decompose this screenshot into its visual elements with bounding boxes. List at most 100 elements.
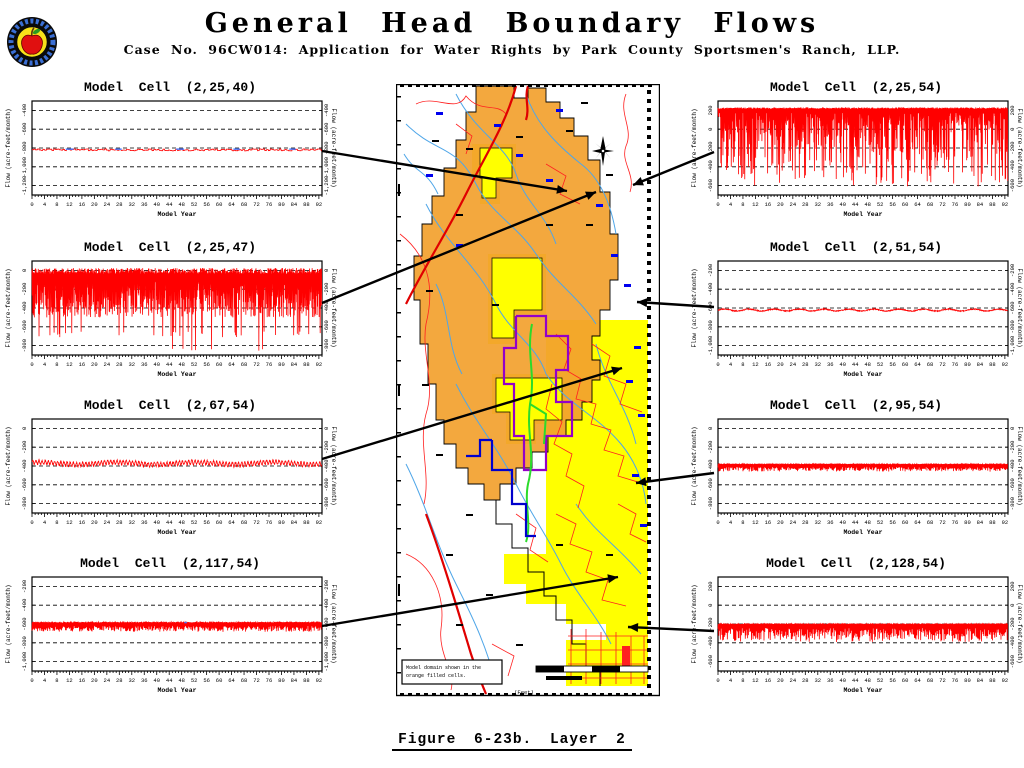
x-tick-label: 52 (191, 201, 198, 208)
y-tick-label: -1,000 (323, 652, 330, 672)
x-tick-label: 24 (790, 361, 797, 368)
x-tick-label: 80 (964, 361, 971, 368)
y-tick-label: -600 (1009, 179, 1016, 192)
x-tick-label: 56 (203, 519, 210, 526)
x-tick-label: 72 (253, 677, 260, 684)
x-tick-label: 88 (303, 677, 310, 684)
x-tick-label: 56 (889, 519, 896, 526)
y-tick-label: -400 (1009, 160, 1016, 173)
x-tick-label: 28 (116, 677, 123, 684)
chart-panel--2-128-54-: Model Cell (2,128,54) 200 200 0 0 -200 -200 -40… (688, 556, 1024, 708)
chart-title: Model Cell (2,95,54) (769, 398, 943, 413)
x-tick-label: 20 (91, 361, 98, 368)
x-tick-label: 64 (228, 677, 235, 684)
x-tick-label: 60 (902, 361, 909, 368)
x-tick-label: 40 (839, 361, 846, 368)
x-tick-label: 68 (241, 677, 248, 684)
x-tick-label: 36 (827, 201, 834, 208)
x-tick-label: 44 (166, 519, 173, 526)
x-tick-label: 68 (241, 361, 248, 368)
y-axis-label: Flow (acre-feet/month) (330, 268, 337, 347)
map-legend-line1: Model domain shown in the (406, 665, 481, 671)
y-tick-label: -200 (21, 283, 28, 296)
y-tick-label: -600 (21, 320, 28, 333)
x-tick-label: 64 (914, 361, 921, 368)
y-tick-label: -600 (707, 655, 714, 668)
y-tick-label: -200 (21, 441, 28, 454)
y-axis-label: Flow (acre-feet/month) (1016, 426, 1023, 505)
y-tick-label: -200 (707, 617, 714, 630)
x-tick-label: 80 (964, 677, 971, 684)
y-tick-label: -600 (707, 179, 714, 192)
x-tick-label: 52 (191, 519, 198, 526)
x-tick-label: 56 (203, 677, 210, 684)
x-tick-label: 16 (765, 201, 772, 208)
y-tick-label: -800 (323, 141, 330, 154)
chart-panel--2-25-40-: Model Cell (2,25,40) -400 -400 -600 -600 -800… (2, 80, 338, 232)
y-axis-label: Flow (acre-feet/month) (691, 584, 698, 663)
x-tick-label: 36 (141, 361, 148, 368)
x-tick-label: 92 (316, 677, 323, 684)
y-tick-label: -1,000 (323, 157, 330, 177)
x-tick-label: 16 (765, 677, 772, 684)
x-tick-label: 40 (153, 677, 160, 684)
x-tick-label: 32 (128, 201, 135, 208)
x-tick-label: 72 (253, 519, 260, 526)
x-tick-label: 92 (1002, 519, 1009, 526)
x-tick-label: 12 (752, 201, 759, 208)
x-tick-label: 24 (790, 201, 797, 208)
chart-panel--2-51-54-: Model Cell (2,51,54) -200 -200 -400 -400 -600… (688, 240, 1024, 392)
x-tick-label: 16 (765, 519, 772, 526)
y-tick-label: 200 (707, 105, 714, 115)
x-tick-label: 0 (30, 677, 33, 684)
model-map: Model domain shown in the orange filled … (395, 83, 661, 702)
flow-series (31, 620, 323, 632)
y-tick-label: -400 (707, 459, 714, 472)
y-tick-label: 200 (1009, 105, 1016, 115)
y-tick-label: -400 (1009, 459, 1016, 472)
x-tick-label: 64 (228, 361, 235, 368)
y-tick-label: -600 (707, 478, 714, 491)
page-header: General Head Boundary Flows Case No. 96C… (0, 8, 1024, 57)
x-tick-label: 28 (116, 361, 123, 368)
map-ruler-ticks (397, 84, 652, 696)
x-axis-label: Model Year (843, 211, 882, 218)
y-tick-label: -400 (323, 301, 330, 314)
x-tick-label: 56 (203, 201, 210, 208)
x-tick-label: 64 (914, 677, 921, 684)
y-tick-label: -600 (323, 617, 330, 630)
x-tick-label: 68 (241, 519, 248, 526)
flow-series (717, 462, 1008, 472)
y-tick-label: -200 (323, 580, 330, 593)
y-tick-label: -800 (323, 636, 330, 649)
x-tick-label: 36 (827, 519, 834, 526)
x-tick-label: 16 (79, 677, 86, 684)
y-axis-label: Flow (acre-feet/month) (1016, 108, 1023, 187)
x-tick-label: 92 (1002, 201, 1009, 208)
x-tick-label: 48 (864, 201, 871, 208)
chart-title: Model Cell (2,25,40) (83, 80, 257, 95)
x-tick-label: 32 (814, 519, 821, 526)
map-legend-line2: orange filled cells. (406, 673, 466, 679)
y-tick-label: -200 (1009, 617, 1016, 630)
x-tick-label: 8 (55, 519, 58, 526)
x-tick-label: 48 (864, 677, 871, 684)
x-tick-label: 12 (66, 677, 73, 684)
y-tick-label: -800 (707, 497, 714, 510)
x-tick-label: 32 (128, 677, 135, 684)
y-tick-label: 0 (323, 427, 330, 430)
x-tick-label: 76 (266, 201, 273, 208)
x-tick-label: 56 (889, 361, 896, 368)
x-tick-label: 28 (116, 201, 123, 208)
chart-panel--2-25-47-: Model Cell (2,25,47) 0 0 -200 -200 -400 -400 -6… (2, 240, 338, 392)
x-tick-label: 72 (939, 361, 946, 368)
x-tick-label: 48 (178, 519, 185, 526)
x-tick-label: 4 (43, 519, 47, 526)
y-tick-label: -400 (323, 599, 330, 612)
x-tick-label: 48 (178, 201, 185, 208)
y-tick-label: -200 (1009, 141, 1016, 154)
x-tick-label: 88 (989, 677, 996, 684)
y-tick-label: -1,000 (21, 652, 28, 672)
